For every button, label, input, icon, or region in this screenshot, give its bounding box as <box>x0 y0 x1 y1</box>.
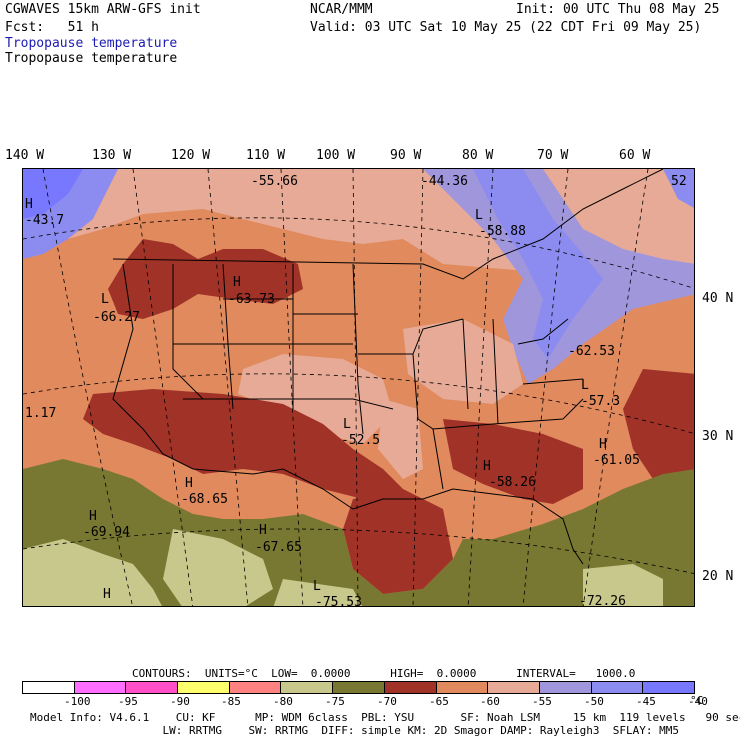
legend-swatch <box>281 682 334 693</box>
map-label: -55.66 <box>251 174 298 189</box>
map-label: 1.17 <box>25 406 57 421</box>
org-label: NCAR/MMM <box>310 2 373 17</box>
legend-tick: -60 <box>480 695 500 708</box>
map-label: -44.36 <box>421 174 468 189</box>
map-label: -68.65 <box>181 492 228 507</box>
map-label: -75.53 <box>315 595 362 607</box>
contours-info: CONTOURS: UNITS=°C LOW= 0.0000 HIGH= 0.0… <box>132 667 636 680</box>
legend-swatch <box>126 682 179 693</box>
legend-swatch <box>74 682 127 693</box>
map-label: 52 <box>671 174 687 189</box>
legend-swatch <box>229 682 282 693</box>
map-fill-layer <box>23 169 694 606</box>
map-label: -72.26 <box>579 594 626 607</box>
map-label: -57.3 <box>581 394 621 409</box>
legend-tick: -90 <box>170 695 190 708</box>
legend-tick: -95 <box>118 695 138 708</box>
map-label: -67.65 <box>255 540 302 555</box>
map-label: -58.88 <box>479 224 526 239</box>
model-info-line1: Model Info: V4.6.1 CU: KF MP: WDM 6class… <box>30 711 740 724</box>
map-label: -69.94 <box>83 525 130 540</box>
lon-label: 70 W <box>537 148 569 163</box>
lat-label: 40 N <box>702 291 734 306</box>
map-label: -58.26 <box>489 475 536 490</box>
map-label: -61.05 <box>593 453 640 468</box>
legend-tick: -100 <box>64 695 91 708</box>
map-label: L <box>581 378 589 393</box>
valid-time: Valid: 03 UTC Sat 10 May 25 (22 CDT Fri … <box>310 20 702 35</box>
map-label: L <box>101 292 109 307</box>
legend-swatch <box>591 682 644 693</box>
field-title-contour: Tropopause temperature <box>5 51 178 66</box>
map-label: -43.7 <box>25 213 65 228</box>
legend-tick: -40 <box>688 695 708 708</box>
lon-label: 80 W <box>462 148 494 163</box>
map-label: L <box>313 579 321 594</box>
legend-swatch <box>643 682 694 693</box>
map-label: -63.73 <box>228 292 275 307</box>
legend-swatch <box>23 682 75 693</box>
legend-swatch <box>178 682 230 693</box>
legend-tick: -55 <box>532 695 552 708</box>
legend-units: °C <box>690 694 704 707</box>
legend-tick: -85 <box>221 695 241 708</box>
lon-label: 120 W <box>171 148 211 163</box>
map-label: H <box>103 587 111 602</box>
legend-tick: -65 <box>429 695 449 708</box>
init-time: Init: 00 UTC Thu 08 May 25 <box>516 2 720 17</box>
map-label: L <box>475 208 483 223</box>
map-label: -52.5 <box>341 433 381 448</box>
map-label: H <box>89 509 97 524</box>
model-title: CGWAVES 15km ARW-GFS init <box>5 2 201 17</box>
color-legend-bar <box>22 681 695 694</box>
field-title-shaded: Tropopause temperature <box>5 36 178 51</box>
legend-tick: -45 <box>636 695 656 708</box>
model-info-line2: LW: RRTMG SW: RRTMG DIFF: simple KM: 2D … <box>30 724 680 737</box>
map-label: H <box>599 437 607 452</box>
map-label: H <box>259 523 267 538</box>
map-label: H <box>185 476 193 491</box>
legend-tick: -75 <box>325 695 345 708</box>
lon-label: 110 W <box>246 148 286 163</box>
legend-swatch <box>436 682 489 693</box>
legend-tick: -70 <box>377 695 397 708</box>
map-label: -62.53 <box>568 344 615 359</box>
legend-tick: -80 <box>273 695 293 708</box>
map-label: -66.27 <box>93 310 140 325</box>
tropopause-temperature-map: -55.66 -44.36 52 H -43.7 L -58.88 H -63.… <box>22 168 695 607</box>
map-label: L <box>343 417 351 432</box>
legend-swatch <box>488 682 540 693</box>
lon-label: 100 W <box>316 148 356 163</box>
legend-swatch <box>333 682 385 693</box>
lon-label: 130 W <box>92 148 132 163</box>
map-label: H <box>25 197 33 212</box>
lat-label: 20 N <box>702 569 734 584</box>
lon-label: 60 W <box>619 148 651 163</box>
lat-label: 30 N <box>702 429 734 444</box>
legend-swatch <box>384 682 437 693</box>
map-label: H <box>233 275 241 290</box>
forecast-hour: Fcst: 51 h <box>5 20 99 35</box>
legend-swatch <box>539 682 592 693</box>
lon-label: 90 W <box>390 148 422 163</box>
lon-label: 140 W <box>5 148 45 163</box>
legend-tick: -50 <box>584 695 604 708</box>
map-label: H <box>483 459 491 474</box>
